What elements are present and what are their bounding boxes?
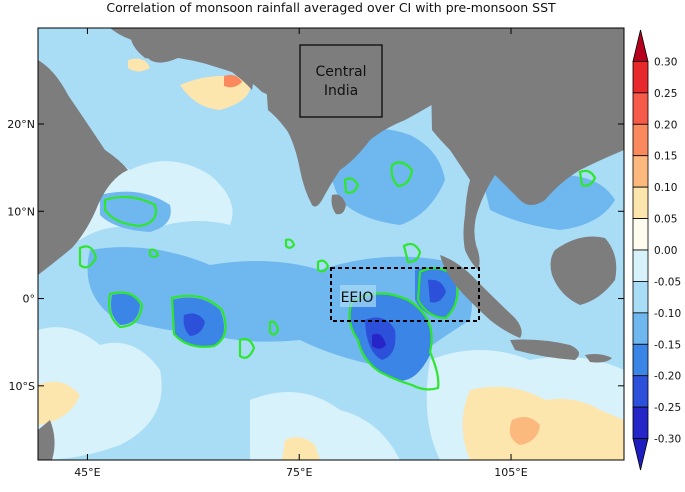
eeio-label: EEIO xyxy=(341,290,374,306)
colorbar-segment xyxy=(632,375,649,408)
contour-small-1 xyxy=(148,248,160,259)
eeio-box: EEIO xyxy=(330,267,480,322)
y-tick-label: 20°N xyxy=(7,118,35,131)
colorbar-label: -0.25 xyxy=(654,402,681,414)
land-arabia xyxy=(110,28,300,110)
core-zone-south xyxy=(372,333,386,349)
colorbar-segment xyxy=(632,249,649,282)
core-zone-central xyxy=(183,313,205,336)
colorbar-label: 0.05 xyxy=(654,214,677,226)
contour-arabian-sea xyxy=(103,195,158,228)
colorbar-segment xyxy=(632,343,649,377)
map-frame xyxy=(37,27,625,461)
colorbar-label: -0.05 xyxy=(654,276,681,288)
significance-contours xyxy=(78,161,597,391)
y-tick-label: 10°S xyxy=(9,380,35,393)
land-se-asia xyxy=(430,28,624,270)
figure-title: Correlation of monsoon rainfall averaged… xyxy=(106,0,556,15)
colorbar-segment xyxy=(632,218,649,251)
land-sumatra xyxy=(440,255,522,338)
colorbar-segment xyxy=(632,29,649,62)
colorbar-label: 0.30 xyxy=(654,56,677,68)
central-india-label-line1: Central xyxy=(316,64,367,80)
y-axis-ticks: 20°N 10°N 0° 10°S xyxy=(7,118,624,393)
colorbar-segment xyxy=(632,61,649,94)
colorbar-label: -0.10 xyxy=(654,308,681,320)
colorbar-segment xyxy=(632,312,649,345)
contour-small-5 xyxy=(316,259,330,273)
colorbar-segment xyxy=(632,123,649,157)
contour-bay-1 xyxy=(343,177,360,194)
contour-east-box xyxy=(402,242,422,264)
colorbar: 0.30 0.25 0.20 0.15 0.10 0.05 0.00 -0.05 -0.10 -0… xyxy=(632,29,681,471)
warm-patch-south-central xyxy=(282,436,320,460)
colorbar-segment xyxy=(632,438,649,471)
map-area xyxy=(38,28,624,460)
warm-patch-south-east-core xyxy=(509,416,540,445)
colorbar-segment xyxy=(632,281,649,314)
land-vietnam-coast xyxy=(537,110,565,180)
strong-zone-west xyxy=(111,293,140,325)
x-tick-label: 105°E xyxy=(494,466,527,479)
land-sri-lanka xyxy=(331,194,346,215)
land-java xyxy=(510,339,579,360)
central-india-label-line2: India xyxy=(324,83,358,99)
colorbar-segment xyxy=(632,406,649,439)
warm-patch-south-west xyxy=(38,381,80,425)
strong-zone-arabian-sea xyxy=(100,191,171,232)
colorbar-label: -0.30 xyxy=(654,434,681,446)
colorbar-label: -0.20 xyxy=(654,371,681,383)
x-tick-label: 75°E xyxy=(286,466,312,479)
land-masses xyxy=(38,28,624,460)
colorbar-label: 0.15 xyxy=(654,151,677,163)
contour-west xyxy=(108,291,144,329)
contour-scs xyxy=(578,169,597,187)
colorbar-label: -0.15 xyxy=(654,339,681,351)
colorbar-label: 0.10 xyxy=(654,182,677,194)
contour-small-3 xyxy=(268,320,280,336)
warm-patch-gulf xyxy=(128,58,150,72)
colorbar-label: 0.00 xyxy=(654,245,677,257)
land-madagascar-edge xyxy=(38,420,55,460)
contour-eeio xyxy=(348,292,440,391)
colorbar-label: 0.20 xyxy=(654,119,677,131)
y-tick-label: 10°N xyxy=(7,205,35,218)
land-lesser-islands xyxy=(585,354,612,363)
central-india-box: Central India xyxy=(299,44,383,118)
y-tick-label: 0° xyxy=(23,293,36,306)
contour-small-2 xyxy=(238,337,256,359)
x-axis-ticks: 45°E 75°E 105°E xyxy=(74,28,528,479)
warm-patch-south-east xyxy=(462,386,624,460)
colorbar-segment xyxy=(632,92,649,125)
contour-bay-2 xyxy=(390,161,414,188)
land-africa-arabia xyxy=(38,28,262,275)
contour-small-4 xyxy=(284,238,296,249)
land-borneo xyxy=(550,236,617,305)
colorbar-segment xyxy=(632,155,649,188)
warm-patch-arabia-coast-core xyxy=(224,74,242,88)
colorbar-segment xyxy=(632,186,649,219)
x-tick-label: 45°E xyxy=(74,466,100,479)
contour-coast xyxy=(78,245,98,269)
contour-central xyxy=(170,294,227,348)
colorbar-label: 0.25 xyxy=(654,88,677,100)
core-zone-east-box xyxy=(428,279,446,303)
weak-zone-south-west xyxy=(38,327,162,460)
